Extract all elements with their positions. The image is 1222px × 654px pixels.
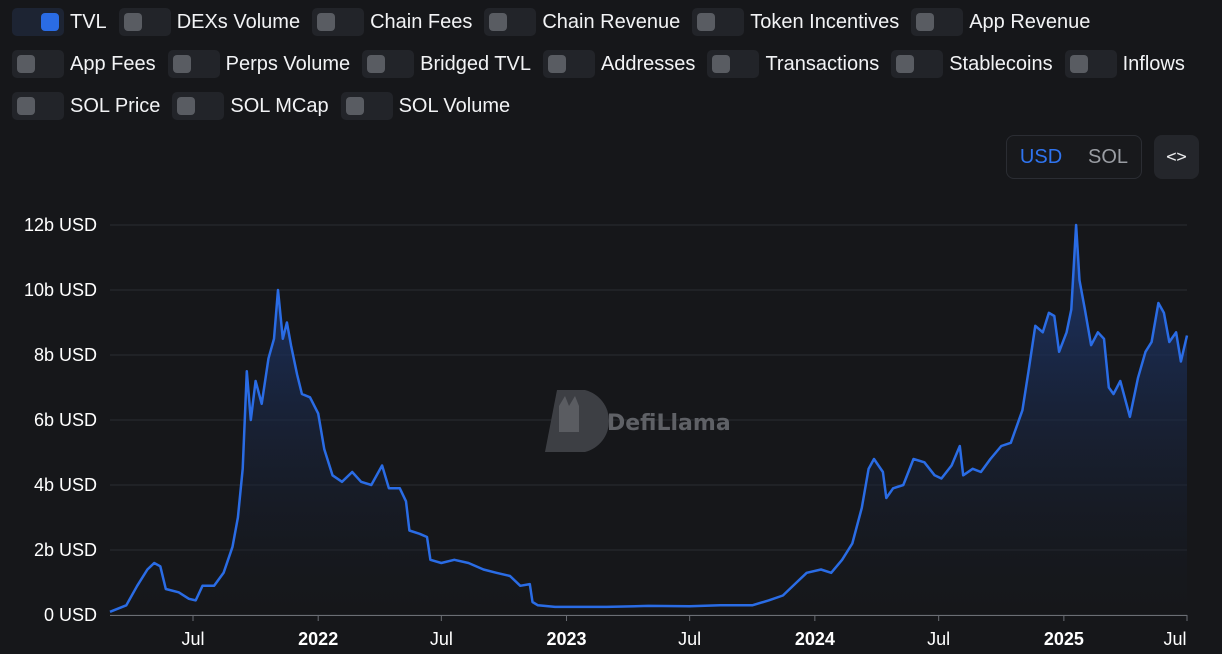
toggle-switch[interactable] <box>312 8 365 36</box>
x-tick-label: Jul <box>678 629 701 649</box>
toggle-switch[interactable] <box>891 50 944 78</box>
toggle-knob <box>896 55 915 73</box>
toggle-label: Perps Volume <box>225 52 351 75</box>
series-line-tvl[interactable] <box>109 223 1189 613</box>
toggle-switch[interactable] <box>1064 50 1117 78</box>
watermark: DefiLlama <box>545 390 731 452</box>
toggle-knob <box>1069 55 1088 73</box>
toggle-sol-price[interactable]: SOL Price <box>12 92 160 120</box>
x-tick-label: 2022 <box>298 629 338 649</box>
x-tick-label: 2023 <box>546 629 586 649</box>
toggle-inflows[interactable]: Inflows <box>1064 50 1185 78</box>
toggle-label: App Revenue <box>969 10 1091 33</box>
y-tick-label: 6b USD <box>34 410 97 430</box>
toggle-label: Stablecoins <box>949 52 1053 75</box>
toggle-switch[interactable] <box>12 92 64 120</box>
currency-option-sol[interactable]: SOL <box>1088 145 1129 168</box>
y-tick-label: 4b USD <box>34 475 97 495</box>
toggle-label: Chain Revenue <box>542 10 681 33</box>
toggle-knob <box>367 55 386 73</box>
toggle-knob <box>712 55 731 73</box>
currency-option-usd[interactable]: USD <box>1019 145 1063 168</box>
toggle-bridged-tvl[interactable]: Bridged TVL <box>362 50 531 78</box>
toggle-knob <box>177 97 196 115</box>
toggle-switch[interactable] <box>692 8 745 36</box>
toggle-switch[interactable] <box>118 8 171 36</box>
toggle-label: Bridged TVL <box>420 52 531 75</box>
toggle-label: SOL Price <box>70 94 161 117</box>
toggle-knob <box>697 13 716 31</box>
toggle-knob <box>317 13 336 31</box>
llama-logo-icon <box>545 390 610 452</box>
toggle-transactions[interactable]: Transactions <box>707 50 879 78</box>
toggle-switch[interactable] <box>172 92 225 120</box>
toggle-switch[interactable] <box>707 50 760 78</box>
toggle-tvl[interactable]: TVL <box>12 8 107 36</box>
toggle-knob <box>41 13 59 31</box>
toggle-label: Token Incentives <box>750 10 900 33</box>
x-tick-label: 2025 <box>1044 629 1084 649</box>
toggle-knob <box>916 13 935 31</box>
toggle-label: Addresses <box>600 52 696 75</box>
toggle-label: Inflows <box>1122 52 1185 75</box>
toggle-switch[interactable] <box>12 8 64 36</box>
toggle-sol-volume[interactable]: SOL Volume <box>340 92 511 120</box>
toggle-label: App Fees <box>70 52 156 75</box>
toggle-stablecoins[interactable]: Stablecoins <box>891 50 1053 78</box>
toggle-app-fees[interactable]: App Fees <box>12 50 156 78</box>
toggle-sol-mcap[interactable]: SOL MCap <box>172 92 329 120</box>
toggle-switch[interactable] <box>911 8 964 36</box>
x-tick-label: Jul <box>181 629 204 649</box>
toggle-label: SOL Volume <box>398 94 511 117</box>
toggle-label: Chain Fees <box>370 10 473 33</box>
toggle-perps-volume[interactable]: Perps Volume <box>167 50 351 78</box>
toggle-knob <box>17 97 35 115</box>
toggle-label: SOL MCap <box>230 94 329 117</box>
series-area-tvl <box>110 225 1187 615</box>
toggle-knob <box>172 55 191 73</box>
toggle-switch[interactable] <box>362 50 415 78</box>
x-axis: Jul 2022 Jul 2023 Jul 2024 Jul 2025 Jul <box>110 615 1188 649</box>
y-tick-label: 8b USD <box>34 345 97 365</box>
toggle-label: DEXs Volume <box>176 10 301 33</box>
embed-code-button[interactable]: <> <box>1154 135 1199 179</box>
toggle-switch[interactable] <box>12 50 64 78</box>
x-tick-label: Jul <box>430 629 453 649</box>
toggle-dexs-volume[interactable]: DEXs Volume <box>118 8 301 36</box>
x-tick-label: 2024 <box>795 629 835 649</box>
toggle-label: Transactions <box>765 52 880 75</box>
y-tick-label: 2b USD <box>34 540 97 560</box>
x-tick-label: Jul <box>1163 629 1186 649</box>
toggle-chain-fees[interactable]: Chain Fees <box>312 8 472 36</box>
toggle-knob <box>547 55 566 73</box>
y-tick-label: 10b USD <box>24 280 97 300</box>
toggle-knob <box>123 13 142 31</box>
toggle-chain-revenue[interactable]: Chain Revenue <box>484 8 680 36</box>
toggle-knob <box>489 13 508 31</box>
x-tick-label: Jul <box>927 629 950 649</box>
y-axis: 0 USD 2b USD 4b USD 6b USD 8b USD 10b USD 12b … <box>24 215 97 625</box>
toggle-app-revenue[interactable]: App Revenue <box>911 8 1090 36</box>
toggle-knob <box>17 55 35 73</box>
toggle-switch[interactable] <box>484 8 537 36</box>
toggle-switch[interactable] <box>542 50 595 78</box>
toggle-label: TVL <box>70 10 107 33</box>
toggle-knob <box>345 97 364 115</box>
currency-switch: USD SOL <box>1006 135 1142 179</box>
metric-toggle-list: TVL DEXs Volume Chain Fees Chain Revenue Tok… <box>12 8 1212 120</box>
toggle-token-incentives[interactable]: Token Incentives <box>692 8 899 36</box>
y-tick-label: 12b USD <box>24 215 97 235</box>
toggle-switch[interactable] <box>340 92 393 120</box>
tvl-chart[interactable]: 0 USD 2b USD 4b USD 6b USD 8b USD 10b USD 12b … <box>0 190 1222 654</box>
watermark-text: DefiLlama <box>607 411 731 436</box>
y-tick-label: 0 USD <box>44 605 97 625</box>
toggle-switch[interactable] <box>167 50 220 78</box>
toggle-addresses[interactable]: Addresses <box>542 50 696 78</box>
